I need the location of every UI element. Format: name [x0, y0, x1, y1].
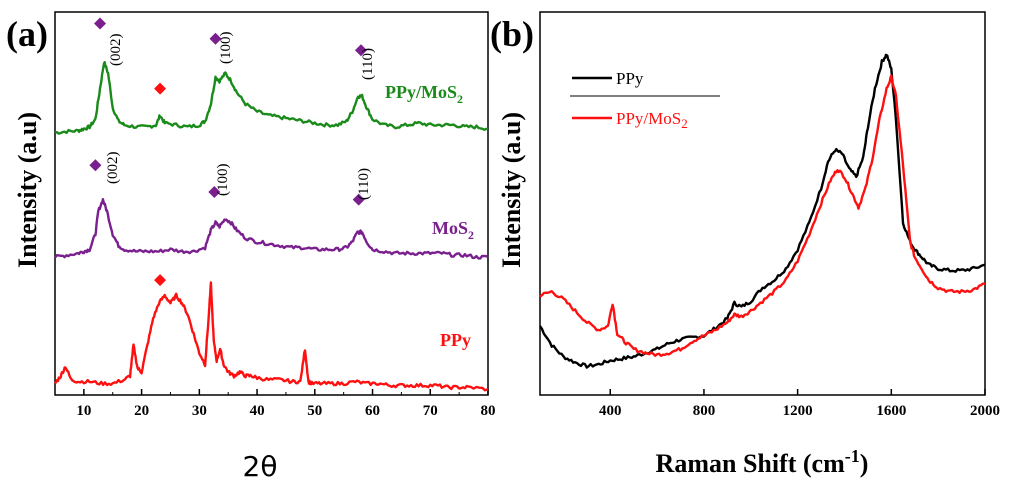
panel-b-label: (b) — [490, 14, 534, 54]
panel-a-series — [54, 61, 489, 392]
series-label-ppy: PPy — [440, 330, 471, 350]
panel-a-red-diamond-marker-1 — [154, 274, 167, 287]
panel-b-ylabel: Intensity (a.u) — [497, 112, 526, 268]
panel-b-x-tick-label-2000: 2000 — [970, 403, 1000, 419]
panel-b-x-tick-label-800: 800 — [693, 403, 716, 419]
panel-b-xlabel: Raman Shift (cm-1) — [656, 446, 869, 478]
panel-b-x-axis: 400 800 1200 1600 2000 — [599, 389, 1000, 419]
peak-label-mid-100: (100) — [215, 164, 231, 197]
legend-label-ppy-mos2: PPy/MoS2 — [616, 109, 688, 131]
legend-label-ppy: PPy — [616, 69, 644, 88]
panel-a-purple-diamond-marker-5 — [352, 193, 365, 206]
panel-a-series-mos2 — [54, 197, 489, 260]
panel-a-purple-diamond-marker-1 — [209, 32, 222, 45]
peak-label-top-002: (002) — [108, 34, 124, 67]
panel-a-ylabel: Intensity (a.u) — [13, 112, 42, 268]
panel-a-x-tick-label-70: 70 — [423, 403, 438, 419]
panel-a-x-tick-label-30: 30 — [192, 403, 207, 419]
panel-a-purple-diamond-marker-0 — [94, 17, 107, 30]
panel-a-x-axis: 10 20 30 40 50 60 70 80 — [54, 389, 496, 419]
panel-b-x-tick-label-1600: 1600 — [876, 403, 906, 419]
panel-b-plot-frame — [539, 11, 986, 396]
panel-a-plot-frame — [54, 11, 489, 396]
panel-b-series — [539, 53, 986, 369]
panel-a-purple-diamond-marker-2 — [354, 44, 367, 57]
series-label-mos2: MoS2 — [432, 218, 474, 242]
panel-b-x-tick-label-400: 400 — [599, 403, 622, 419]
panel-b: (b) Intensity (a.u) 400 800 1200 1600 2000 P… — [490, 11, 1000, 478]
panel-a-x-tick-label-80: 80 — [481, 403, 496, 419]
panel-a-xlabel: 2θ — [243, 450, 278, 482]
panel-a-x-tick-label-10: 10 — [76, 403, 91, 419]
peak-label-mid-002: (002) — [105, 152, 121, 185]
panel-b-series-ppy — [539, 53, 986, 369]
panel-b-series-ppy-mos2 — [539, 74, 986, 357]
panel-a-purple-diamond-marker-3 — [89, 159, 102, 172]
panel-a: (a) Intensity (a.u) 10 20 30 40 50 60 70 80 (00… — [6, 11, 496, 482]
panel-a-x-tick-label-60: 60 — [365, 403, 380, 419]
panel-b-x-tick-label-1200: 1200 — [783, 403, 813, 419]
panel-a-markers — [89, 17, 367, 287]
panel-a-x-tick-label-40: 40 — [250, 403, 265, 419]
peak-label-top-110: (110) — [360, 48, 376, 80]
panel-b-legend: PPy PPy/MoS2 — [570, 69, 720, 131]
panel-a-x-tick-label-50: 50 — [307, 403, 322, 419]
panel-a-x-tick-label-20: 20 — [134, 403, 149, 419]
panel-a-label: (a) — [6, 14, 48, 54]
panel-a-series-ppy — [54, 281, 489, 392]
series-label-ppy-mos2: PPy/MoS2 — [385, 82, 463, 106]
peak-label-mid-110: (110) — [356, 168, 372, 200]
panel-a-series-ppy-mos2 — [54, 61, 489, 135]
panel-a-red-diamond-marker-0 — [154, 82, 167, 95]
peak-label-top-100: (100) — [218, 32, 234, 65]
panel-a-purple-diamond-marker-4 — [208, 186, 221, 199]
